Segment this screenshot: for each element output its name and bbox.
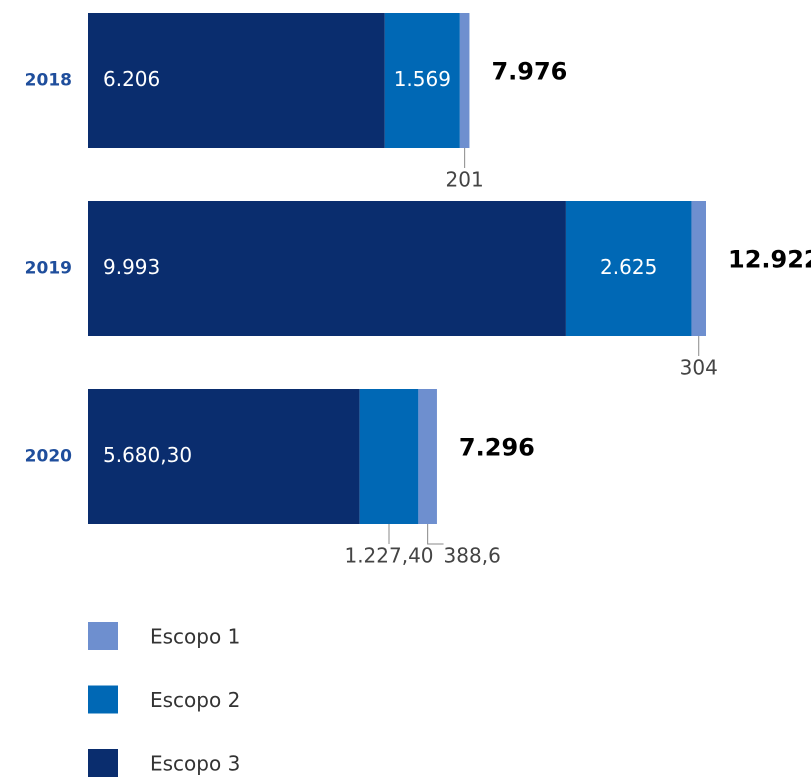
total-label: 7.296 [459,434,535,462]
bar-segment [359,389,419,524]
value-label: 1.569 [394,67,451,91]
bar-segment [565,201,692,336]
legend-label: Escopo 3 [150,752,240,776]
value-label: 5.680,30 [103,443,192,467]
total-label: 12.922 [728,246,811,274]
legend-swatch [88,685,118,714]
value-label: 9.993 [103,255,160,279]
category-label: 2020 [25,447,72,467]
value-label: 388,6 [444,544,501,568]
legend-swatch [88,749,118,777]
value-label: 2.625 [600,255,657,279]
leader-line [427,524,444,545]
value-label: 304 [680,356,718,380]
legend-swatch [88,622,118,650]
bar-segment [384,13,460,148]
value-label: 201 [446,168,484,192]
legend-label: Escopo 2 [150,688,240,712]
bar-segment [418,389,437,524]
bar-segment [88,389,360,524]
bar-segment [88,13,385,148]
value-label: 6.206 [103,67,160,91]
bar-segment [459,13,470,148]
bar-segment [88,201,566,336]
category-label: 2018 [25,71,72,91]
bar-segment [691,201,706,336]
category-label: 2019 [25,259,72,279]
legend-label: Escopo 1 [150,625,240,649]
total-label: 7.976 [491,58,567,86]
value-label: 1.227,40 [344,544,433,568]
